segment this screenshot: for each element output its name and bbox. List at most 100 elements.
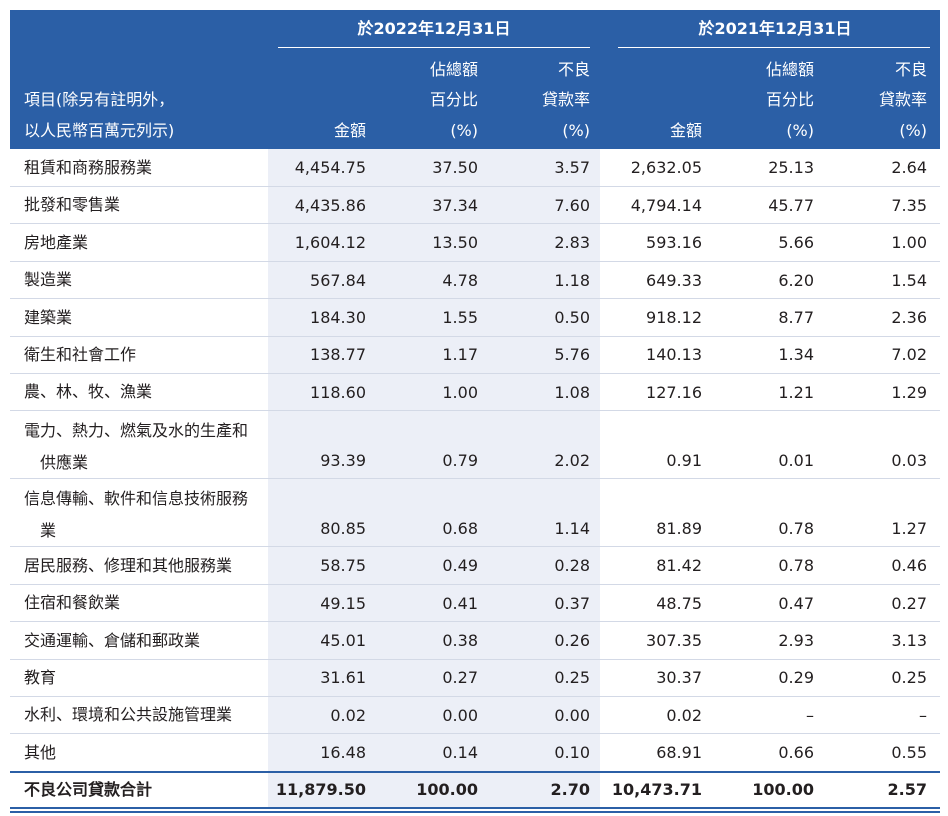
- row-rule: [10, 621, 940, 623]
- cell-value: –: [806, 705, 814, 725]
- bottom-rule: [10, 807, 940, 810]
- cell-value: 0.50: [554, 308, 590, 327]
- cell-value: 0.78: [778, 518, 814, 538]
- cell-value: 80.85: [320, 518, 366, 538]
- cell-value: 0.03: [891, 450, 927, 470]
- row-rule: [10, 695, 940, 697]
- cell-value: 0.47: [778, 593, 814, 613]
- row-rule: [10, 372, 940, 374]
- column-header: (%): [786, 121, 814, 140]
- cell-value: 30.37: [656, 668, 702, 688]
- group-rule: [618, 47, 930, 48]
- cell-value: 81.89: [656, 518, 702, 538]
- column-header: 貸款率: [878, 90, 927, 109]
- cell-value: 81.42: [656, 556, 702, 576]
- row-label: 其他: [24, 742, 57, 762]
- cell-value: 1.55: [442, 308, 478, 327]
- cell-value: 2.36: [891, 308, 927, 327]
- cell-value: 0.00: [442, 705, 478, 725]
- cell-value: 7.35: [891, 195, 927, 215]
- cell-value: 649.33: [646, 270, 702, 290]
- group-rule: [278, 47, 590, 48]
- row-rule: [10, 583, 940, 585]
- total-value: 100.00: [752, 780, 814, 800]
- row-rule: [10, 335, 940, 337]
- cell-value: 4,454.75: [294, 158, 366, 178]
- row-label: 電力、熱力、燃氣及水的生產和: [24, 420, 249, 440]
- cell-value: 0.28: [554, 556, 590, 576]
- cell-value: 0.27: [891, 593, 927, 613]
- cell-value: 138.77: [310, 345, 366, 365]
- cell-value: 2.83: [554, 233, 590, 253]
- cell-value: 0.91: [666, 450, 702, 470]
- row-rule: [10, 223, 940, 225]
- cell-value: 0.78: [778, 556, 814, 576]
- cell-value: 118.60: [310, 382, 366, 402]
- row-rule: [10, 478, 940, 480]
- row-label: 建築業: [24, 307, 73, 327]
- cell-value: 593.16: [646, 233, 702, 253]
- total-value: 2.57: [887, 780, 927, 800]
- column-header: 不良: [894, 60, 927, 79]
- cell-value: 7.02: [891, 345, 927, 365]
- row-label: 批發和零售業: [24, 195, 121, 215]
- cell-value: 0.37: [554, 593, 590, 613]
- cell-value: 4.78: [442, 270, 478, 290]
- cell-value: 0.02: [666, 705, 702, 725]
- cell-value: 68.91: [656, 743, 702, 763]
- cell-value: 0.27: [442, 668, 478, 688]
- row-label: 供應業: [40, 452, 89, 472]
- cell-value: 0.55: [891, 743, 927, 763]
- cell-value: 45.77: [768, 195, 814, 215]
- cell-value: 0.49: [442, 556, 478, 576]
- header-band: [10, 10, 940, 149]
- cell-value: 140.13: [646, 345, 702, 365]
- column-header: 百分比: [765, 90, 814, 109]
- cell-value: 0.14: [442, 743, 478, 763]
- cell-value: 49.15: [320, 593, 366, 613]
- cell-value: 3.13: [891, 631, 927, 650]
- cell-value: 918.12: [646, 308, 702, 327]
- cell-value: 37.50: [432, 158, 478, 178]
- group-title: 於2021年12月31日: [698, 19, 852, 38]
- cell-value: 2.02: [554, 450, 590, 470]
- total-value: 2.70: [550, 780, 590, 800]
- row-rule: [10, 546, 940, 548]
- cell-value: 0.00: [554, 705, 590, 725]
- cell-value: 1.14: [554, 518, 590, 538]
- cell-value: 1.34: [778, 345, 814, 365]
- column-header: 貸款率: [541, 90, 590, 109]
- cell-value: 127.16: [646, 382, 702, 402]
- column-header: 百分比: [429, 90, 478, 109]
- row-rule: [10, 658, 940, 660]
- cell-value: 0.25: [554, 668, 590, 688]
- cell-value: 13.50: [432, 233, 478, 253]
- total-label: 不良公司貸款合計: [24, 780, 153, 800]
- column-header: (%): [450, 121, 478, 140]
- cell-value: 1.21: [778, 382, 814, 402]
- cell-value: 1,604.12: [294, 233, 366, 253]
- bottom-rule: [10, 811, 940, 814]
- cell-value: 0.26: [554, 631, 590, 650]
- row-label: 業: [40, 520, 57, 540]
- cell-value: 1.00: [442, 382, 478, 402]
- cell-value: 93.39: [320, 450, 366, 470]
- row-label: 信息傳輸、軟件和信息技術服務: [24, 488, 249, 508]
- column-header: (%): [562, 121, 590, 140]
- cell-value: 0.29: [778, 668, 814, 688]
- item-header: 項目(除另有註明外，: [24, 90, 175, 109]
- cell-value: 567.84: [310, 270, 366, 290]
- cell-value: 58.75: [320, 556, 366, 576]
- cell-value: 3.57: [554, 158, 590, 178]
- cell-value: 307.35: [646, 631, 702, 650]
- row-label: 教育: [24, 668, 57, 687]
- cell-value: 1.27: [891, 518, 927, 538]
- column-header: 金額: [669, 121, 702, 140]
- row-rule: [10, 410, 940, 412]
- cell-value: 48.75: [656, 593, 702, 613]
- cell-value: 7.60: [554, 195, 590, 215]
- column-header: (%): [899, 121, 927, 140]
- row-rule: [10, 733, 940, 735]
- cell-value: 0.66: [778, 743, 814, 763]
- column-header: 金額: [333, 121, 366, 140]
